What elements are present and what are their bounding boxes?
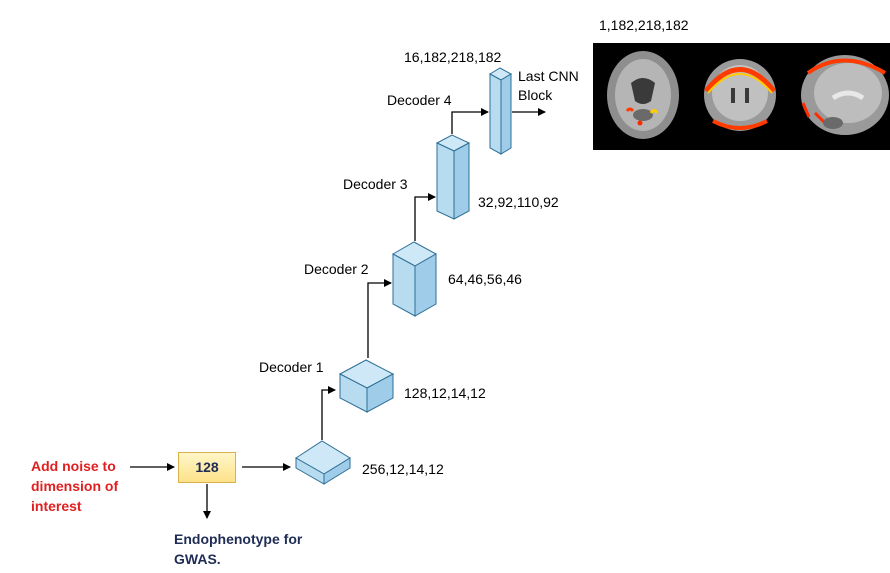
cube-decoder-3 xyxy=(435,134,471,220)
arrow-to-decoder-1 xyxy=(321,386,336,440)
arrow-to-decoder-3 xyxy=(414,193,436,241)
endophenotype-label: Endophenotype for GWAS. xyxy=(174,531,303,567)
decoder-1-dims: 128,12,14,12 xyxy=(404,385,486,401)
decoder-3-dims: 32,92,110,92 xyxy=(478,194,559,210)
output-image-dims: 1,182,218,182 xyxy=(599,17,689,33)
cube-decoder-1 xyxy=(338,359,395,413)
cube-input-block xyxy=(295,440,351,485)
noise-label: Add noise to dimension of interest xyxy=(31,458,119,514)
latent-dim-value: 128 xyxy=(195,459,219,475)
decoder-3-label: Decoder 3 xyxy=(343,176,408,192)
connector-arrows xyxy=(130,108,546,519)
brain-sagittal-view xyxy=(801,55,889,135)
arrow-to-decoder-4 xyxy=(451,108,489,134)
decoder-1-label: Decoder 1 xyxy=(259,359,324,375)
cube-decoder-2 xyxy=(391,241,438,317)
latent-vector-box: 128 xyxy=(178,452,236,483)
input-block-dims: 256,12,14,12 xyxy=(362,461,444,477)
decoder-2-label: Decoder 2 xyxy=(304,261,369,277)
decoder-4-label: Decoder 4 xyxy=(387,92,452,108)
brain-coronal-view xyxy=(704,59,776,131)
brain-mri-output-image xyxy=(593,43,890,150)
decoder-4-dims: 16,182,218,182 xyxy=(404,49,502,65)
arrow-to-decoder-2 xyxy=(367,279,392,358)
decoder-2-dims: 64,46,56,46 xyxy=(448,271,522,287)
cube-decoder-4 xyxy=(488,67,513,155)
brain-axial-view xyxy=(607,51,679,139)
last-cnn-block-label: Last CNN Block xyxy=(518,68,579,103)
